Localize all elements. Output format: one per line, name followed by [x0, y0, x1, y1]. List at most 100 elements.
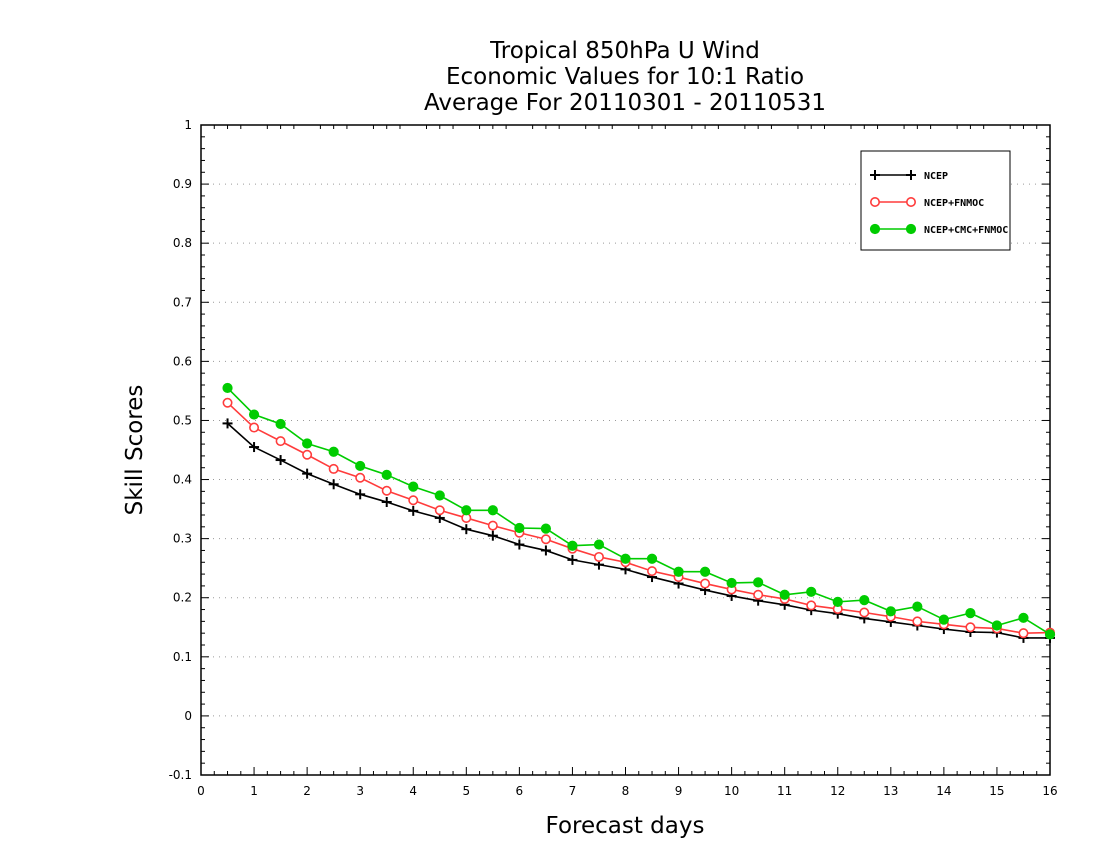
- y-tick-label: 0.7: [173, 295, 192, 309]
- data-point: [699, 566, 711, 577]
- y-tick-label: 0.1: [173, 650, 192, 664]
- y-tick-label: -0.1: [169, 768, 192, 782]
- data-point: [1018, 612, 1029, 623]
- data-point: [647, 566, 658, 577]
- x-tick-label: 1: [250, 784, 258, 798]
- y-tick-label: 0.5: [173, 413, 192, 427]
- y-tick-label: 1: [184, 118, 192, 132]
- data-point: [381, 485, 392, 496]
- legend-marker: [905, 223, 917, 235]
- data-point: [355, 489, 366, 500]
- x-tick-label: 6: [516, 784, 524, 798]
- data-point: [487, 520, 498, 531]
- series-1: [222, 397, 1056, 639]
- y-tick-label: 0.6: [173, 354, 192, 368]
- series-2: [222, 382, 1056, 640]
- x-tick-label: 5: [462, 784, 470, 798]
- data-point: [355, 460, 366, 472]
- x-tick-label: 0: [197, 784, 205, 798]
- y-tick-label: 0.3: [173, 532, 192, 546]
- data-point: [567, 554, 578, 565]
- data-point: [700, 578, 711, 589]
- x-tick-label: 16: [1042, 784, 1057, 798]
- y-tick-label: 0.8: [173, 236, 192, 250]
- x-tick-label: 2: [303, 784, 311, 798]
- data-point: [222, 397, 233, 408]
- data-point: [381, 469, 392, 480]
- x-tick-label: 12: [830, 784, 845, 798]
- legend: NCEP NCEP+FNMOC NCEP+CMC+FNMOC: [860, 150, 1011, 251]
- x-tick-label: 11: [777, 784, 792, 798]
- data-point: [832, 596, 843, 607]
- series-0: [222, 418, 1055, 643]
- data-point: [779, 589, 790, 600]
- data-point: [885, 606, 896, 617]
- data-point: [726, 577, 737, 589]
- x-axis-label: Forecast days: [546, 813, 705, 839]
- data-point: [302, 438, 313, 449]
- data-point: [302, 468, 313, 479]
- series-line: [226, 422, 1050, 639]
- data-point: [222, 382, 233, 394]
- data-point: [275, 455, 286, 466]
- data-point: [328, 463, 339, 474]
- x-tick-label: 3: [356, 784, 364, 798]
- title-line-1: Tropical 850hPa U Wind: [489, 38, 760, 64]
- data-point: [859, 594, 870, 606]
- y-axis: 1 0.9 0.8 0.7 0.6 0.5 0.4 0.3 0.2 0.1 0 -0.1: [169, 118, 1050, 782]
- data-point: [275, 436, 286, 447]
- data-point: [673, 566, 684, 577]
- legend-label: NCEP+FNMOC: [924, 198, 984, 209]
- x-tick-label: 4: [409, 784, 417, 798]
- legend-marker: [905, 197, 916, 208]
- data-point: [912, 616, 923, 627]
- data-point: [328, 479, 339, 490]
- y-tick-label: 0: [184, 709, 192, 723]
- x-tick-label: 8: [622, 784, 630, 798]
- data-point: [620, 553, 631, 564]
- y-axis-label: Skill Scores: [122, 385, 148, 516]
- data-point: [540, 534, 551, 545]
- data-point: [355, 472, 366, 483]
- data-point: [408, 495, 419, 506]
- data-point: [302, 449, 313, 460]
- data-point: [912, 601, 923, 612]
- data-point: [753, 577, 764, 588]
- data-point: [1018, 628, 1029, 639]
- data-point: [408, 481, 419, 492]
- data-point: [514, 539, 525, 550]
- data-point: [540, 545, 551, 556]
- data-point: [408, 505, 419, 516]
- x-tick-label: 15: [989, 784, 1004, 798]
- data-point: [328, 446, 339, 457]
- legend-marker: [870, 170, 880, 180]
- data-point: [965, 607, 976, 619]
- data-point: [567, 540, 578, 551]
- y-tick-label: 0.2: [173, 591, 192, 605]
- data-point: [381, 497, 392, 507]
- data-point: [434, 505, 445, 516]
- data-point: [753, 589, 764, 600]
- data-point: [540, 523, 552, 534]
- series-line: [226, 387, 1051, 636]
- data-point: [434, 490, 445, 501]
- x-tick-label: 14: [936, 784, 951, 798]
- data-point: [249, 442, 260, 453]
- data-point: [806, 586, 817, 597]
- data-point: [646, 553, 658, 564]
- data-point: [991, 620, 1003, 631]
- data-point: [514, 522, 525, 534]
- data-point: [938, 614, 949, 625]
- data-point: [806, 600, 817, 611]
- data-point: [222, 418, 233, 429]
- series: [222, 382, 1056, 643]
- title-line-3: Average For 20110301 - 20110531: [424, 90, 826, 116]
- data-point: [461, 524, 472, 535]
- data-point: [859, 607, 870, 618]
- data-point: [487, 530, 498, 541]
- data-point: [275, 418, 286, 430]
- x-tick-label: 13: [883, 784, 898, 798]
- x-axis: 0 1 2 3 4 5 6 7 8 9 10 11 12 13 14 15 16: [197, 125, 1058, 798]
- data-point: [249, 422, 260, 433]
